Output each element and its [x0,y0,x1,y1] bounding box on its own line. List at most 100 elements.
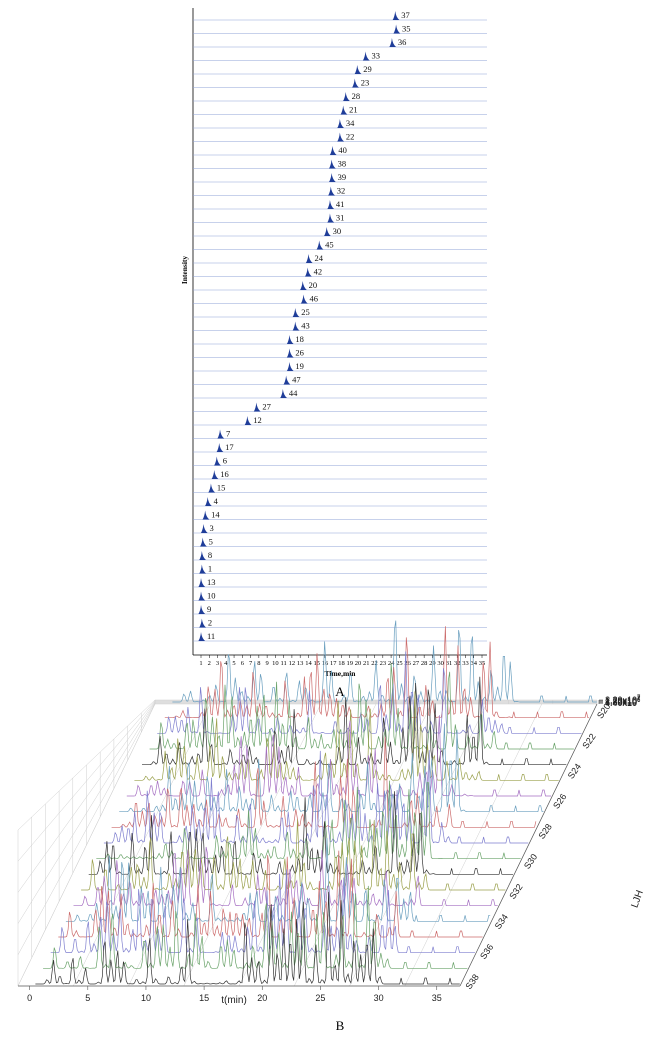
peak-43 [292,321,300,331]
series-line [73,846,498,907]
x-tick-label: 18 [338,660,345,667]
x-tick-label: 35 [479,660,486,667]
x-tick-label: 17 [330,660,337,667]
panel-label-b: B [336,1018,345,1033]
peak-label-22: 22 [346,132,355,142]
grid-line [17,700,156,862]
x-tick-label: 4 [224,660,228,667]
peak-30 [324,227,331,236]
peak-38 [328,159,336,169]
peak-label-29: 29 [363,64,372,74]
peak-label-43: 43 [301,321,310,331]
panel-a-x-axis-title: Time,min [325,669,357,678]
peak-36 [389,38,397,47]
peak-label-31: 31 [336,213,345,223]
peak-11 [198,632,206,641]
peak-label-40: 40 [338,145,347,155]
x-tick-label: 1 [199,660,202,667]
x-tick-label: 35 [432,993,442,1003]
x-tick-label: 27 [413,660,420,667]
peak-label-26: 26 [295,348,304,358]
peak-label-24: 24 [314,253,323,263]
x-tick-label: 30 [437,660,444,667]
panel-b-z-axis [459,703,598,987]
grid-line [183,703,321,987]
x-tick-label: 16 [322,660,329,667]
x-tick-label: 19 [347,660,354,667]
peak-label-23: 23 [361,78,370,88]
peak-19 [286,362,294,371]
x-tick-label: 30 [374,993,384,1003]
peak-label-20: 20 [309,280,318,290]
peak-label-33: 33 [371,51,380,61]
peak-label-10: 10 [207,591,216,601]
series-line [164,626,590,719]
peak-2 [199,618,207,628]
peak-26 [286,348,294,358]
y-tick-label: 4.40x106 [605,698,641,708]
x-tick-label: 34 [470,660,477,667]
peak-16 [211,470,219,479]
peak-46 [300,294,308,304]
peak-label-3: 3 [209,523,213,533]
peak-label-21: 21 [349,105,358,115]
peak-label-38: 38 [338,159,347,169]
series-line [103,750,529,844]
grid-line [17,703,156,987]
series-line [50,869,475,954]
y-tick-label: 2.20x107 [605,695,641,705]
series-line [111,736,537,828]
series-line [81,819,506,891]
peak-label-11: 11 [207,631,215,641]
x-tick-label: 10 [141,993,151,1003]
peak-13 [198,578,206,587]
x-tick-label: 23 [380,660,387,667]
x-tick-label: 14 [305,660,312,667]
peak-44 [280,389,288,398]
grid-line [404,703,542,987]
panel-b-z-axis-title: LJH [629,889,645,909]
peak-4 [205,497,212,506]
x-tick-label: 11 [281,660,287,667]
peak-24 [305,254,313,263]
x-tick-label: 10 [272,660,279,667]
y-tick-exponent: 7 [637,697,641,703]
peak-label-39: 39 [338,172,347,182]
series-line [43,885,468,969]
peak-label-19: 19 [295,361,304,371]
z-tick-label: S36 [478,942,495,961]
grid-line [73,703,211,987]
x-tick-label: 25 [315,993,325,1003]
z-tick-label: S30 [522,852,539,871]
peak-47 [283,375,291,385]
peak-label-13: 13 [207,577,216,587]
y-tick-label: 1.32x107 [605,697,641,707]
peak-12 [244,416,252,425]
x-tick-label: 9 [265,660,268,667]
y-tick-label: 8.80x106 [605,697,641,707]
peak-label-6: 6 [223,456,227,466]
grid-line [294,703,432,987]
peak-27 [253,402,261,412]
x-tick-label: 3 [216,660,219,667]
peak-5 [200,537,207,547]
panel-a-chromatograms: 3735363329232821342240383932413130452442… [180,8,487,699]
peak-label-5: 5 [209,537,213,547]
series-line [142,676,567,766]
x-tick-label: 20 [355,660,362,667]
peak-17 [216,443,224,452]
x-tick-label: 8 [257,660,260,667]
x-tick-label: 22 [371,660,378,667]
y-tick-exponent: 6 [637,697,641,703]
peak-label-36: 36 [398,37,407,47]
peak-20 [300,281,307,290]
peak-22 [337,132,345,142]
peak-31 [327,213,335,223]
y-tick-exponent: 6 [637,698,641,704]
series-line [96,780,521,860]
y-tick-exponent: 7 [637,695,641,701]
peak-label-46: 46 [309,294,318,304]
panel-b-x-axis-title: t(min) [221,995,247,1006]
peak-10 [198,591,206,601]
